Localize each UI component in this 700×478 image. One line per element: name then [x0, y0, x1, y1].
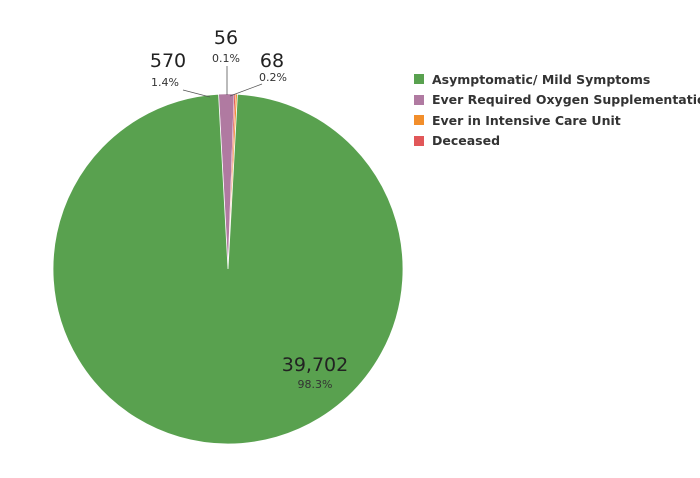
data-label-percent-icu: 0.2%	[259, 71, 287, 84]
legend-label: Ever in Intensive Care Unit	[432, 112, 621, 128]
pie-slice-0[interactable]	[52, 93, 404, 445]
leader-line-oxygen	[182, 89, 211, 98]
legend-swatch	[414, 135, 424, 146]
data-label-percent-oxygen: 1.4%	[151, 76, 179, 89]
legend-item-icu[interactable]: Ever in Intensive Care Unit	[414, 110, 700, 131]
legend-item-deceased[interactable]: Deceased	[414, 131, 700, 152]
data-label-percent-deceased: 0.1%	[212, 52, 240, 65]
data-label-value-asymptomatic: 39,702	[282, 354, 348, 376]
legend: Asymptomatic/ Mild Symptoms Ever Require…	[414, 69, 700, 151]
legend-item-oxygen[interactable]: Ever Required Oxygen Supplementation	[414, 90, 700, 111]
legend-item-asymptomatic[interactable]: Asymptomatic/ Mild Symptoms	[414, 69, 700, 90]
legend-label: Ever Required Oxygen Supplementation	[432, 92, 700, 108]
data-label-value-deceased: 56	[214, 27, 238, 49]
leader-line-icu	[229, 83, 263, 97]
data-label-value-oxygen: 570	[150, 50, 186, 72]
legend-label: Asymptomatic/ Mild Symptoms	[432, 71, 651, 87]
legend-label: Deceased	[432, 133, 501, 149]
data-label-value-icu: 68	[260, 50, 284, 72]
legend-swatch	[414, 74, 424, 85]
legend-swatch	[414, 115, 424, 126]
legend-swatch	[414, 94, 424, 105]
data-label-percent-asymptomatic: 98.3%	[298, 378, 333, 391]
